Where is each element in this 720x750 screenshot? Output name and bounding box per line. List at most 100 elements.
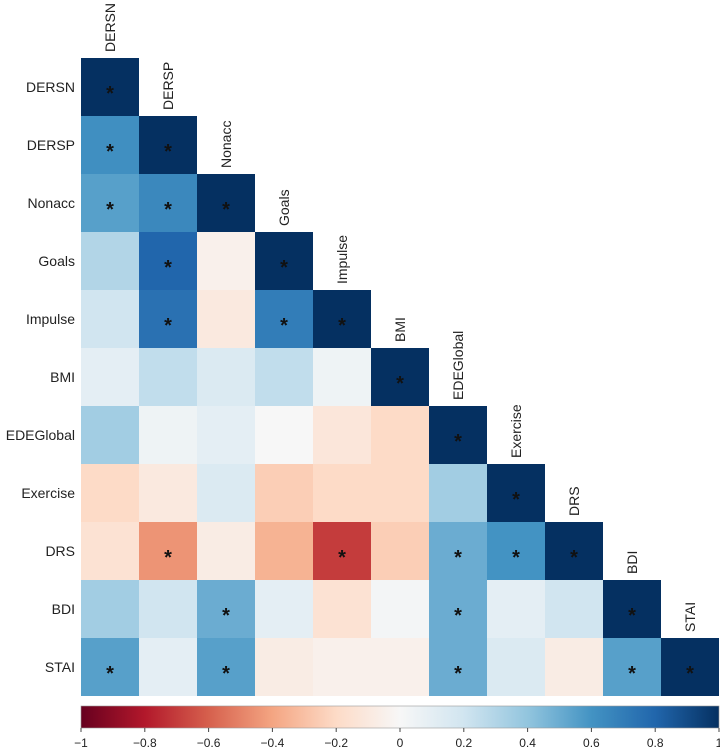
cell-bmi-nonacc (197, 348, 255, 406)
column-label-impulse: Impulse (334, 235, 350, 284)
significance-star: * (396, 373, 404, 395)
cell-stai-impulse (313, 638, 371, 696)
cell-stai-exercise (487, 638, 545, 696)
cell-exercise-dersn (81, 464, 139, 522)
cell-edeglobal-dersp (139, 406, 197, 464)
cell-drs-impulse (313, 522, 371, 580)
significance-star: * (628, 663, 636, 685)
cell-exercise-edeglobal (429, 464, 487, 522)
cell-goals-dersp (139, 232, 197, 290)
column-label-nonacc: Nonacc (218, 121, 234, 168)
significance-star: * (686, 663, 694, 685)
significance-star: * (338, 315, 346, 337)
cell-bdi-edeglobal (429, 580, 487, 638)
cell-drs-nonacc (197, 522, 255, 580)
cell-edeglobal-bmi (371, 406, 429, 464)
cell-bdi-dersp (139, 580, 197, 638)
column-label-stai: STAI (682, 602, 698, 632)
row-label-bmi: BMI (50, 369, 75, 385)
cell-impulse-dersn (81, 290, 139, 348)
cell-drs-dersp (139, 522, 197, 580)
cell-bmi-dersp (139, 348, 197, 406)
column-label-dersp: DERSP (160, 62, 176, 110)
significance-star: * (164, 315, 172, 337)
row-labels: DERSN DERSP Nonacc Goals Impulse BMI EDEGlobal… (6, 79, 75, 675)
significance-star: * (454, 547, 462, 569)
cell-bdi-impulse (313, 580, 371, 638)
significance-star: * (628, 605, 636, 627)
cell-exercise-nonacc (197, 464, 255, 522)
cell-stai-nonacc (197, 638, 255, 696)
cell-exercise-dersp (139, 464, 197, 522)
cell-goals-dersn (81, 232, 139, 290)
cell-stai-bdi (603, 638, 661, 696)
significance-star: * (164, 141, 172, 163)
cell-impulse-impulse (313, 290, 371, 348)
significance-star: * (512, 547, 520, 569)
cell-drs-edeglobal (429, 522, 487, 580)
colorbar-ticks: −1 −0.8 −0.6 −0.4 −0.2 0 0.2 0.4 0.6 0.8 1 (74, 728, 720, 750)
column-label-goals: Goals (276, 189, 292, 226)
cell-goals-nonacc (197, 232, 255, 290)
significance-star: * (164, 547, 172, 569)
column-label-bmi: BMI (392, 317, 408, 342)
cell-edeglobal-impulse (313, 406, 371, 464)
cell-exercise-impulse (313, 464, 371, 522)
cell-stai-edeglobal (429, 638, 487, 696)
significance-star: * (106, 199, 114, 221)
colorbar-tick-label: −0.8 (133, 736, 157, 750)
cell-stai-dersp (139, 638, 197, 696)
column-label-bdi: BDI (624, 551, 640, 574)
significance-star: * (164, 257, 172, 279)
significance-star: * (106, 83, 114, 105)
colorbar-tick-label: 0.2 (455, 736, 472, 750)
row-label-edeglobal: EDEGlobal (6, 427, 75, 443)
cell-bdi-bmi (371, 580, 429, 638)
cell-drs-dersn (81, 522, 139, 580)
cell-impulse-dersp (139, 290, 197, 348)
cell-bdi-dersn (81, 580, 139, 638)
cell-bdi-bdi (603, 580, 661, 638)
significance-star: * (222, 605, 230, 627)
cell-edeglobal-goals (255, 406, 313, 464)
cell-dersn-dersn (81, 58, 139, 116)
significance-star: * (222, 199, 230, 221)
significance-star: * (338, 547, 346, 569)
row-label-nonacc: Nonacc (28, 195, 75, 211)
cell-bmi-goals (255, 348, 313, 406)
cell-dersp-dersn (81, 116, 139, 174)
row-label-drs: DRS (45, 543, 75, 559)
cell-edeglobal-nonacc (197, 406, 255, 464)
significance-star: * (454, 663, 462, 685)
cell-stai-bmi (371, 638, 429, 696)
row-label-impulse: Impulse (26, 311, 75, 327)
significance-star: * (570, 547, 578, 569)
cell-edeglobal-dersn (81, 406, 139, 464)
significance-star: * (280, 257, 288, 279)
cell-nonacc-nonacc (197, 174, 255, 232)
cell-bdi-nonacc (197, 580, 255, 638)
row-label-stai: STAI (45, 659, 75, 675)
cell-bdi-exercise (487, 580, 545, 638)
colorbar-tick-label: −0.2 (324, 736, 348, 750)
cell-nonacc-dersp (139, 174, 197, 232)
significance-star: * (106, 663, 114, 685)
cell-bmi-dersn (81, 348, 139, 406)
heatmap-cells (81, 58, 719, 696)
cell-bdi-goals (255, 580, 313, 638)
cell-drs-bmi (371, 522, 429, 580)
column-label-edeglobal: EDEGlobal (450, 331, 466, 400)
row-label-bdi: BDI (52, 601, 75, 617)
cell-bmi-bmi (371, 348, 429, 406)
cell-dersp-dersp (139, 116, 197, 174)
colorbar-tick-label: 0.4 (519, 736, 536, 750)
cell-exercise-goals (255, 464, 313, 522)
significance-markers: * * * * * * * * * * * * * * * * * * * * * * * * * * * (106, 83, 694, 685)
colorbar-gradient (80, 705, 720, 729)
cell-stai-drs (545, 638, 603, 696)
cell-bdi-drs (545, 580, 603, 638)
column-label-exercise: Exercise (508, 404, 524, 458)
column-label-drs: DRS (566, 486, 582, 516)
cell-stai-goals (255, 638, 313, 696)
row-label-exercise: Exercise (21, 485, 75, 501)
